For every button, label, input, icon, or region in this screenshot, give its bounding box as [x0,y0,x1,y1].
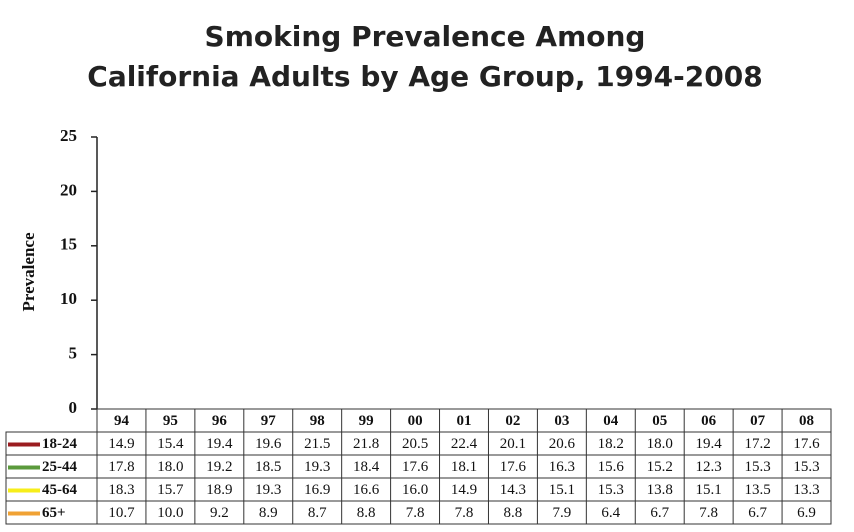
table-value: 19.2 [206,459,232,475]
table-value: 19.4 [206,436,233,452]
x-tick-label: 06 [701,413,717,429]
table-value: 16.9 [304,482,330,498]
table-value: 18.5 [255,459,281,475]
table-value: 16.6 [353,482,380,498]
x-tick-label: 96 [212,413,228,429]
table-value: 14.9 [108,436,134,452]
x-tick-label: 94 [114,413,130,429]
table-value: 17.2 [744,436,770,452]
legend-label: 45-64 [42,482,77,498]
table-value: 14.9 [451,482,477,498]
table-value: 21.5 [304,436,330,452]
chart-title: California Adults by Age Group, 1994-200… [87,60,762,93]
table-value: 17.6 [500,459,527,475]
table-value: 22.4 [451,436,478,452]
table-value: 15.6 [598,459,625,475]
table-value: 13.5 [744,482,770,498]
table-value: 6.4 [601,505,620,521]
table-value: 15.4 [157,436,184,452]
table-value: 7.8 [455,505,474,521]
table-value: 18.4 [353,459,380,475]
table-value: 15.1 [549,482,575,498]
x-tick-label: 01 [457,413,472,429]
table-value: 7.8 [406,505,425,521]
table-value: 6.7 [650,505,669,521]
x-tick-label: 97 [261,413,277,429]
table-value: 8.9 [259,505,278,521]
table-value: 14.3 [500,482,526,498]
table-value: 13.8 [647,482,673,498]
x-tick-label: 98 [310,413,325,429]
x-tick-label: 95 [163,413,178,429]
x-tick-label: 02 [505,413,520,429]
x-tick-label: 04 [603,413,619,429]
y-tick-label: 15 [60,235,77,254]
table-value: 10.7 [108,505,135,521]
table-value: 16.3 [549,459,575,475]
table-value: 17.8 [108,459,134,475]
x-tick-label: 05 [652,413,667,429]
table-value: 17.6 [793,436,820,452]
table-value: 18.0 [647,436,673,452]
table-value: 18.2 [598,436,624,452]
table-value: 20.5 [402,436,428,452]
table-value: 7.9 [552,505,571,521]
table-value: 8.8 [357,505,376,521]
table-value: 15.2 [647,459,673,475]
legend-label: 25-44 [42,459,77,475]
table-value: 16.0 [402,482,428,498]
table-value: 7.8 [699,505,718,521]
table-value: 18.9 [206,482,232,498]
table-value: 17.6 [402,459,429,475]
table-value: 19.6 [255,436,282,452]
table-value: 20.1 [500,436,526,452]
table-value: 15.1 [696,482,722,498]
table-value: 15.3 [793,459,819,475]
table-value: 20.6 [549,436,576,452]
table-value: 6.9 [797,505,816,521]
table-value: 15.3 [744,459,770,475]
legend-label: 18-24 [42,436,77,452]
y-tick-label: 20 [60,180,77,199]
y-tick-label: 0 [69,398,78,417]
y-tick-label: 5 [69,344,78,363]
table-value: 15.3 [598,482,624,498]
table-value: 9.2 [210,505,229,521]
x-tick-label: 03 [554,413,569,429]
legend-label: 65+ [42,505,66,521]
chart-title: Smoking Prevalence Among [205,20,646,53]
x-tick-label: 07 [750,413,766,429]
x-tick-label: 08 [799,413,814,429]
y-axis-label: Prevalence [19,232,38,311]
y-tick-label: 10 [60,289,77,308]
table-value: 18.3 [108,482,134,498]
table-value: 6.7 [748,505,767,521]
table-value: 8.7 [308,505,327,521]
table-value: 10.0 [157,505,183,521]
x-tick-label: 00 [408,413,423,429]
y-tick-label: 25 [60,126,77,145]
table-value: 8.8 [504,505,523,521]
table-value: 18.1 [451,459,477,475]
table-value: 19.4 [696,436,723,452]
table-value: 21.8 [353,436,379,452]
table-value: 15.7 [157,482,184,498]
table-value: 12.3 [696,459,722,475]
x-tick-label: 99 [359,413,374,429]
table-value: 18.0 [157,459,183,475]
table-value: 19.3 [304,459,330,475]
table-value: 13.3 [793,482,819,498]
table-value: 19.3 [255,482,281,498]
